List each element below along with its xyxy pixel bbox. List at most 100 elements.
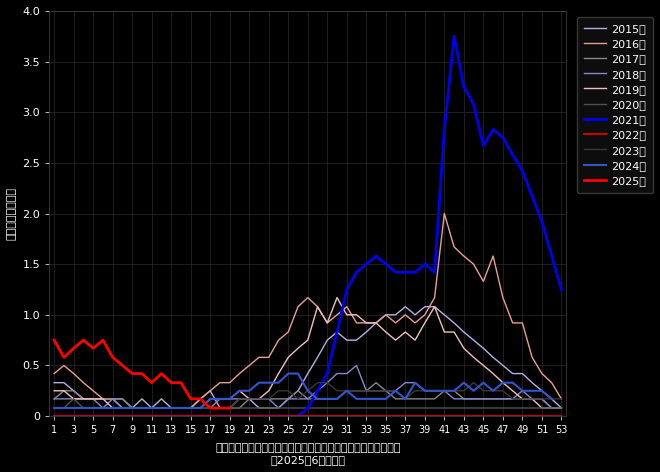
2021年	[372, 253, 380, 259]
2023年	[187, 405, 195, 411]
2017年	[372, 380, 380, 386]
Line: 2018年: 2018年	[54, 365, 562, 408]
2020年	[509, 405, 517, 411]
2021年	[440, 126, 448, 132]
2025年	[167, 380, 175, 386]
2015年	[460, 329, 468, 335]
2025年	[197, 396, 205, 402]
2019年	[372, 320, 380, 326]
X-axis label: 三重県のマイコプラズマ肺炎（小児科）定点当たり患者届出数
（2025年6月現在）: 三重県のマイコプラズマ肺炎（小児科）定点当たり患者届出数 （2025年6月現在）	[215, 444, 401, 465]
2024年	[89, 405, 97, 411]
Line: 2019年: 2019年	[54, 297, 562, 408]
2016年	[440, 211, 448, 216]
Line: 2021年: 2021年	[54, 36, 562, 416]
2017年	[460, 396, 468, 402]
2021年	[450, 34, 458, 39]
2016年	[460, 253, 468, 259]
2025年	[128, 371, 136, 376]
2023年	[314, 380, 321, 386]
2018年	[372, 388, 380, 394]
Line: 2020年: 2020年	[54, 399, 562, 408]
2023年	[450, 388, 458, 394]
Y-axis label: 定点当たり患者数: 定点当たり患者数	[7, 187, 17, 240]
2024年	[284, 371, 292, 376]
2020年	[450, 405, 458, 411]
2025年	[70, 346, 78, 351]
2015年	[558, 405, 566, 411]
2024年	[226, 396, 234, 402]
2024年	[518, 388, 526, 394]
Line: 2023年: 2023年	[54, 383, 562, 408]
2025年	[158, 371, 166, 376]
2025年	[89, 346, 97, 351]
2022年	[558, 413, 566, 419]
Line: 2016年: 2016年	[54, 213, 562, 408]
2015年	[128, 405, 136, 411]
2024年	[362, 396, 370, 402]
2015年	[382, 312, 390, 318]
2018年	[352, 362, 360, 368]
2020年	[70, 396, 78, 402]
2015年	[362, 329, 370, 335]
2025年	[119, 362, 127, 368]
2024年	[50, 405, 58, 411]
2015年	[50, 380, 58, 386]
2025年	[187, 396, 195, 402]
2021年	[558, 287, 566, 292]
Line: 2025年: 2025年	[54, 340, 230, 408]
2018年	[99, 405, 107, 411]
2023年	[50, 405, 58, 411]
2018年	[362, 388, 370, 394]
2020年	[382, 405, 390, 411]
2021年	[343, 287, 350, 292]
2016年	[119, 405, 127, 411]
2023年	[558, 396, 566, 402]
2018年	[558, 405, 566, 411]
2017年	[558, 405, 566, 411]
2015年	[352, 337, 360, 343]
2025年	[79, 337, 87, 343]
2017年	[391, 396, 399, 402]
2018年	[50, 396, 58, 402]
2019年	[362, 320, 370, 326]
2018年	[460, 396, 468, 402]
2018年	[401, 380, 409, 386]
2019年	[333, 295, 341, 300]
2016年	[382, 312, 390, 318]
2019年	[460, 346, 468, 351]
2017年	[197, 405, 205, 411]
2016年	[391, 320, 399, 326]
2015年	[391, 312, 399, 318]
2020年	[352, 405, 360, 411]
2025年	[109, 354, 117, 360]
2024年	[382, 396, 390, 402]
2023年	[352, 388, 360, 394]
2018年	[391, 388, 399, 394]
2022年	[343, 413, 350, 419]
2025年	[99, 337, 107, 343]
2017年	[128, 405, 136, 411]
Line: 2024年: 2024年	[54, 373, 552, 408]
2021年	[509, 152, 517, 158]
2025年	[138, 371, 146, 376]
2023年	[382, 388, 390, 394]
Line: 2017年: 2017年	[54, 383, 562, 408]
2025年	[60, 354, 68, 360]
2023年	[362, 388, 370, 394]
2024年	[294, 371, 302, 376]
2020年	[558, 405, 566, 411]
2025年	[207, 405, 215, 411]
2021年	[50, 413, 58, 419]
2019年	[558, 405, 566, 411]
2016年	[50, 371, 58, 376]
2015年	[197, 396, 205, 402]
2021年	[352, 270, 360, 275]
2022年	[440, 413, 448, 419]
2018年	[197, 405, 205, 411]
2015年	[401, 304, 409, 310]
2017年	[401, 396, 409, 402]
2019年	[109, 405, 117, 411]
2022年	[187, 413, 195, 419]
2023年	[509, 396, 517, 402]
2025年	[50, 337, 58, 343]
